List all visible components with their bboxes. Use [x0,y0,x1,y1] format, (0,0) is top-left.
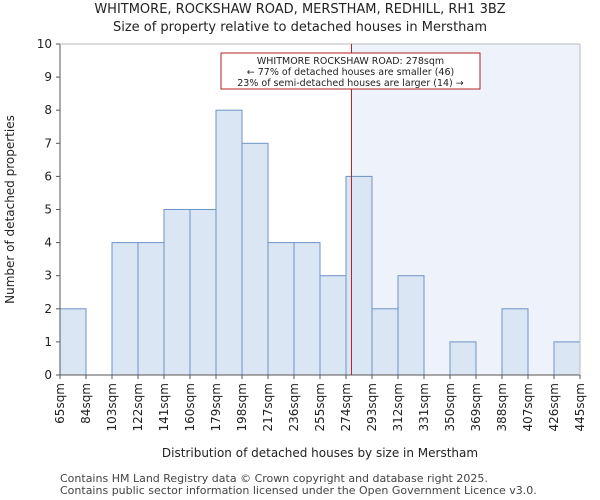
bar-160sqm [189,209,217,376]
x-tick-label: 65sqm [53,383,67,424]
x-tick-label: 274sqm [339,383,353,431]
bar-198sqm [241,142,269,376]
x-tick-label: 217sqm [261,383,275,431]
bar-312sqm [397,275,425,376]
y-tick-label: 1 [44,335,52,349]
x-tick-label: 122sqm [131,383,145,431]
bar-426sqm [553,341,581,376]
bar-274sqm [345,175,373,376]
y-axis-title: Number of detached properties [3,115,17,304]
x-tick-label: 293sqm [365,383,379,431]
x-tick-label: 255sqm [313,383,327,431]
y-tick-label: 9 [44,70,52,84]
annotation-line-3: 23% of semi-detached houses are larger (… [237,78,464,89]
bar-388sqm [501,308,529,376]
y-tick-label: 5 [44,203,52,217]
x-tick-label: 103sqm [105,383,119,431]
x-tick-label: 445sqm [573,383,587,431]
y-tick-label: 7 [44,136,52,150]
x-tick-label: 369sqm [469,383,483,431]
x-tick-label: 179sqm [209,383,223,431]
y-tick-label: 0 [44,368,52,382]
bar-179sqm [215,109,243,376]
x-tick-label: 84sqm [79,383,93,424]
x-tick-label: 160sqm [183,383,197,431]
y-tick-label: 8 [44,103,52,117]
annotation-line-2: ← 77% of detached houses are smaller (46… [247,67,454,78]
x-tick-label: 198sqm [235,383,249,431]
y-tick-label: 3 [44,269,52,283]
footer-line-1: Contains HM Land Registry data © Crown c… [60,472,488,485]
x-tick-label: 312sqm [391,383,405,431]
footer-line-2: Contains public sector information licen… [60,484,537,497]
bar-350sqm [449,341,477,376]
chart-subtitle: Size of property relative to detached ho… [112,20,488,35]
annotation-box [220,52,481,90]
x-tick-label: 388sqm [495,383,509,431]
y-tick-label: 10 [37,37,52,51]
x-tick-label: 350sqm [443,383,457,431]
annotation-line-1: WHITMORE ROCKSHAW ROAD: 278sqm [257,56,444,67]
chart-title: WHITMORE, ROCKSHAW ROAD, MERSTHAM, REDHI… [94,2,506,17]
bar-65sqm [59,308,87,376]
bar-217sqm [267,242,295,376]
bar-103sqm [111,242,139,376]
x-tick-label: 141sqm [157,383,171,431]
bar-236sqm [293,242,321,376]
bar-255sqm [319,275,347,376]
y-tick-label: 6 [44,169,52,183]
x-tick-label: 331sqm [417,383,431,431]
x-tick-label: 236sqm [287,383,301,431]
x-tick-label: 407sqm [521,383,535,431]
bar-122sqm [137,242,165,376]
bar-293sqm [371,308,399,376]
y-tick-label: 2 [44,302,52,316]
x-axis-title: Distribution of detached houses by size … [162,446,478,460]
y-tick-label: 4 [44,236,52,250]
x-tick-label: 426sqm [547,383,561,431]
bar-141sqm [163,209,191,376]
